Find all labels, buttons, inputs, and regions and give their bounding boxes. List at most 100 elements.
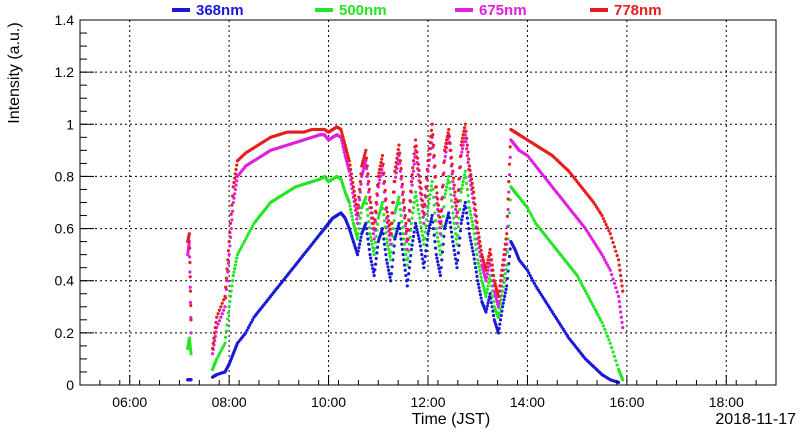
data-point [233,263,237,267]
data-point [244,237,248,241]
data-point [397,143,401,147]
data-point [225,267,229,271]
y-tick-label: 0.2 [55,325,75,341]
data-point [420,253,424,257]
data-point [424,185,428,189]
data-point [349,167,353,172]
data-point [439,243,443,247]
data-point [416,156,420,160]
data-point [427,153,431,157]
data-point [473,261,477,265]
data-point [460,147,465,151]
data-point [497,289,501,293]
data-point [217,308,222,312]
data-point [416,203,420,207]
legend-label: 500nm [339,2,387,19]
data-point [454,204,458,208]
data-point [476,261,481,265]
data-point [600,213,604,218]
data-point [470,220,474,224]
data-point [436,197,440,201]
data-point [376,216,380,220]
data-point [451,180,455,184]
data-point [435,256,439,260]
data-point [430,213,434,218]
data-point [461,211,465,215]
data-point [388,238,392,242]
data-point [480,279,484,283]
data-point [478,293,483,297]
legend-label: 778nm [614,2,662,19]
data-point [228,230,232,235]
data-point [416,207,420,212]
data-point [425,212,429,216]
data-point [446,131,450,135]
data-point [608,232,612,236]
data-point [528,211,532,215]
data-point [413,138,418,142]
data-point [485,265,489,269]
data-point [478,244,483,248]
data-point [399,177,403,181]
data-point [235,163,239,167]
data-point [477,286,481,290]
data-point [529,276,534,280]
data-point [532,219,536,223]
data-point [440,197,444,201]
x-axis: 06:00 08:00 10:00 12:00 14:00 16:00 18:00 [79,375,777,410]
data-point [409,221,414,225]
data-point [453,226,457,231]
data-point [373,246,377,251]
data-point [398,159,402,163]
data-point [607,229,611,233]
data-point [410,243,414,247]
data-point [367,187,371,192]
data-point [455,242,459,246]
data-point [575,273,579,278]
data-point [422,221,426,225]
data-point [222,344,226,348]
data-point [475,220,479,225]
data-point [367,226,371,230]
data-point [468,209,472,213]
data-point [371,232,376,236]
data-point [436,203,440,207]
data-point [408,259,412,264]
data-point [425,176,429,180]
data-point [472,232,476,236]
data-point [439,209,443,213]
data-point [409,253,413,258]
data-point [494,286,498,291]
data-point [453,200,457,205]
data-point [339,127,343,132]
data-point [401,232,405,236]
data-point [464,206,468,210]
data-point [393,208,398,212]
data-point [219,349,223,353]
data-point [408,199,412,203]
data-point [235,256,239,260]
data-point [347,200,351,205]
data-point [469,177,474,181]
data-point [226,258,230,262]
data-point [459,221,463,225]
data-point [224,329,228,333]
data-point [366,172,370,176]
data-point [362,164,367,168]
legend-swatch [315,8,333,12]
data-point [494,284,498,288]
data-point [423,230,427,234]
data-point [390,265,394,269]
data-point [367,242,371,246]
data-point [468,235,472,239]
data-point [353,193,357,198]
data-point [491,313,496,318]
data-point [368,232,372,236]
data-point [447,127,451,132]
data-point [448,141,452,146]
data-point [603,258,607,262]
data-point [189,303,193,308]
data-point [431,195,436,199]
data-point [467,164,472,168]
data-point [482,271,486,275]
